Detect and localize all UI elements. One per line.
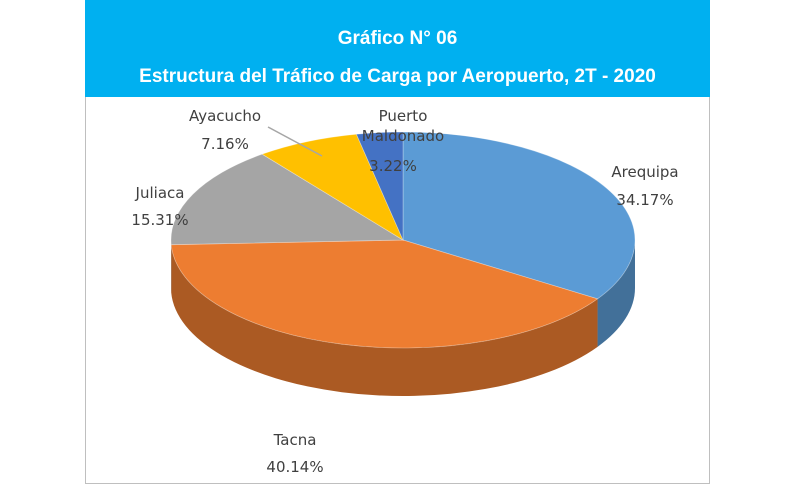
pie-slice xyxy=(355,131,404,241)
chart-subtitle: Estructura del Tráfico de Carga por Aero… xyxy=(139,66,656,87)
value-label: 15.31% xyxy=(131,211,189,229)
value-label: 34.17% xyxy=(616,191,674,209)
category-label: Arequipa xyxy=(611,163,679,181)
pie-slice xyxy=(170,153,405,246)
value-label: 7.16% xyxy=(201,135,249,153)
category-label: Ayacucho xyxy=(189,107,261,125)
chart-title: Gráfico N° 06 xyxy=(337,28,458,49)
pie-slice xyxy=(170,239,599,349)
value-label: 40.14% xyxy=(266,458,324,476)
pie-slice-side xyxy=(597,240,635,347)
pie-slice xyxy=(402,131,636,300)
category-label: Tacna xyxy=(273,431,317,449)
pie-slice-side xyxy=(171,244,598,397)
value-label: 3.22% xyxy=(369,157,417,175)
header: Gráfico N° 06 Estructura del Tráfico de … xyxy=(85,0,710,97)
leader-line xyxy=(267,126,323,157)
category-label: Puerto Maldonado xyxy=(361,107,445,145)
category-label: Juliaca xyxy=(135,184,185,202)
pie-slice xyxy=(261,133,404,242)
